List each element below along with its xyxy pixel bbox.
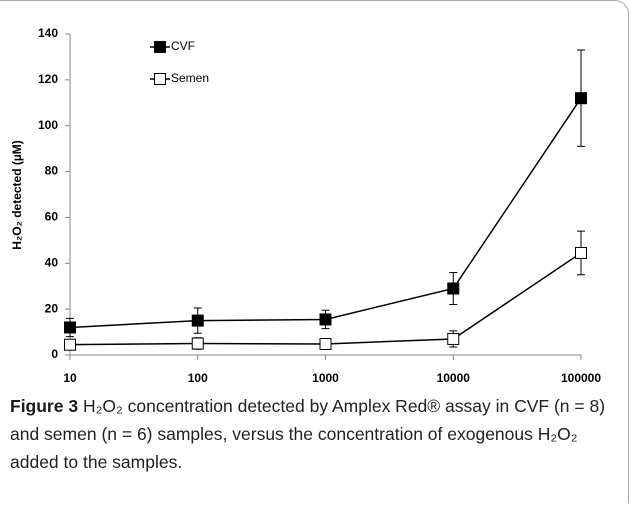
caption-text: H₂O₂ concentration detected by Amplex Re… [10,396,606,472]
y-tick-label: 0 [51,347,58,361]
caption: Figure 3 H₂O₂ concentration detected by … [10,392,620,476]
legend-label: Semen [171,71,209,85]
marker [319,313,332,326]
x-tick-label: 10 [63,371,77,385]
marker [64,321,76,334]
y-tick-label: 40 [45,255,59,269]
marker [575,246,587,259]
x-tick-label: 10000 [437,371,471,385]
legend-marker [154,73,166,85]
marker [319,337,332,350]
y-tick-label: 120 [38,72,58,86]
chart: H₂O₂ detected (µM) 0 20 40 60 80 100 120 140 10 1… [10,26,601,385]
x-tick-label: 100 [188,371,208,385]
x-tick-label: 100000 [561,371,601,385]
marker [447,282,460,295]
legend-label: CVF [171,39,195,53]
marker [64,338,76,351]
y-tick-label: 140 [38,26,58,40]
marker [447,332,460,345]
marker [191,314,204,327]
y-tick-label: 60 [45,210,59,224]
legend-marker [154,41,166,53]
y-tick-label: 20 [45,301,59,315]
series-line [69,97,582,329]
caption-label: Figure 3 [10,396,79,416]
series-line [69,252,582,346]
marker [191,337,204,350]
x-tick-label: 1000 [312,371,339,385]
y-tick-label: 80 [45,164,59,178]
y-axis-label: H₂O₂ detected (µM) [10,140,24,250]
marker [575,92,587,105]
y-tick-label: 100 [38,118,58,132]
